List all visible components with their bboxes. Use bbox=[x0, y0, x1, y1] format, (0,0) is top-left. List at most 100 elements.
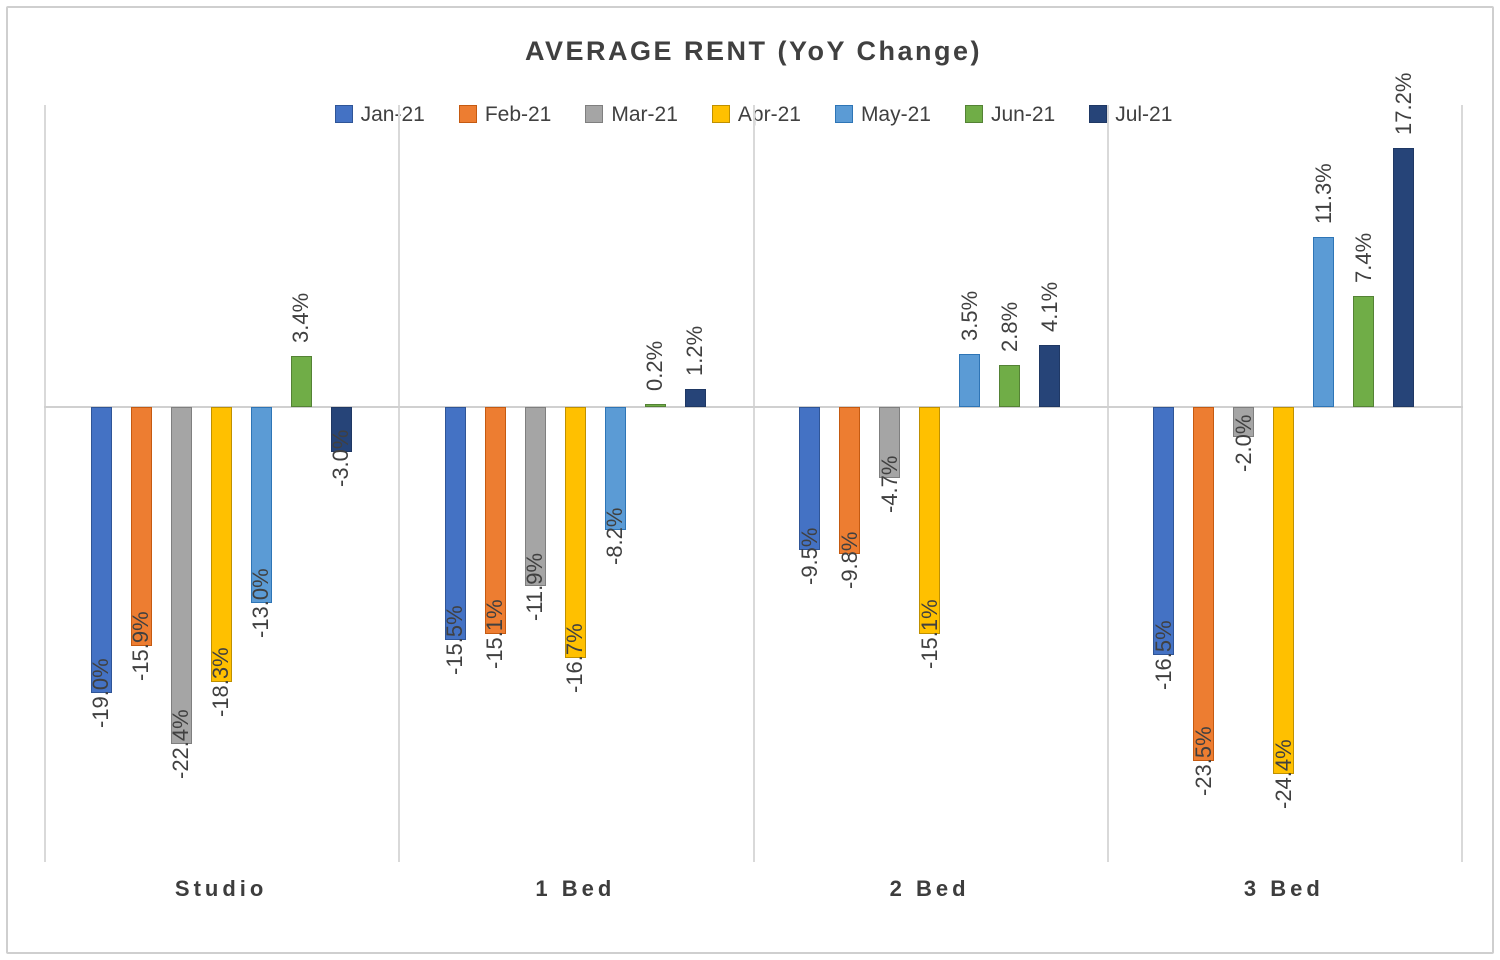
data-label-jul-21-1-bed: 1.2% bbox=[682, 326, 707, 377]
bar-mar-21-studio bbox=[170, 407, 192, 745]
legend-swatch-icon bbox=[458, 105, 477, 123]
data-label-text: -4.7% bbox=[876, 455, 902, 513]
data-label-may-21-2-bed: 3.5% bbox=[957, 291, 982, 342]
bar-feb-21-2-bed bbox=[839, 407, 861, 555]
data-label-text: -22.4% bbox=[168, 709, 194, 780]
data-label-jan-21-1-bed: -15.5% bbox=[442, 606, 467, 676]
data-label-mar-21-3-bed: -2.0% bbox=[1231, 415, 1256, 472]
legend-item-may-21: May-21 bbox=[834, 102, 931, 126]
bar-may-21-studio bbox=[250, 407, 272, 603]
data-label-apr-21-1-bed: -16.7% bbox=[562, 624, 587, 694]
data-label-apr-21-2-bed: -15.1% bbox=[917, 600, 942, 670]
category-label-2-bed: 2 Bed bbox=[889, 876, 970, 901]
data-label-text: -15.1% bbox=[482, 599, 508, 670]
data-label-may-21-3-bed: 11.3% bbox=[1311, 163, 1336, 225]
legend-item-jan-21: Jan-21 bbox=[334, 102, 425, 126]
legend-swatch-icon bbox=[964, 105, 983, 123]
bar-jun-21-1-bed bbox=[644, 403, 666, 407]
legend-label: May-21 bbox=[860, 102, 931, 126]
data-label-text: -15.5% bbox=[442, 605, 468, 676]
data-label-jan-21-studio: -19.0% bbox=[88, 658, 113, 728]
data-label-apr-21-3-bed: -24.4% bbox=[1271, 740, 1296, 810]
data-label-text: -19.0% bbox=[88, 658, 114, 728]
data-label-text: 4.1% bbox=[1036, 282, 1062, 333]
data-label-jul-21-3-bed: 17.2% bbox=[1391, 73, 1416, 136]
data-label-text: 1.2% bbox=[682, 325, 708, 376]
category-label-3-bed: 3 Bed bbox=[1243, 876, 1324, 901]
bar-jan-21-studio bbox=[90, 407, 112, 693]
data-label-text: 3.4% bbox=[288, 292, 314, 343]
data-label-jul-21-2-bed: 4.1% bbox=[1037, 282, 1062, 333]
bar-apr-21-2-bed bbox=[919, 407, 941, 635]
data-label-text: -9.8% bbox=[836, 532, 862, 590]
legend-item-mar-21: Mar-21 bbox=[585, 104, 678, 125]
legend-item-jul-21: Jul-21 bbox=[1089, 104, 1172, 125]
data-label-text: 11.3% bbox=[1310, 163, 1336, 224]
bar-jul-21-studio bbox=[330, 407, 352, 453]
data-label-text: -15.1% bbox=[916, 599, 942, 670]
data-label-jun-21-2-bed: 2.8% bbox=[997, 302, 1022, 353]
bar-jun-21-2-bed bbox=[999, 364, 1021, 407]
data-label-text: 2.8% bbox=[996, 301, 1022, 352]
data-label-jun-21-1-bed: 0.2% bbox=[642, 341, 667, 392]
data-label-text: -18.3% bbox=[208, 647, 234, 718]
data-label-text: 0.2% bbox=[642, 340, 668, 391]
data-label-jan-21-3-bed: -16.5% bbox=[1151, 621, 1176, 691]
bar-feb-21-1-bed bbox=[484, 407, 506, 635]
bar-apr-21-1-bed bbox=[564, 407, 586, 659]
bar-mar-21-3-bed bbox=[1233, 407, 1255, 438]
legend-item-feb-21: Feb-21 bbox=[458, 104, 551, 125]
bar-jul-21-3-bed bbox=[1393, 148, 1415, 407]
bar-mar-21-1-bed bbox=[524, 407, 546, 587]
bar-jan-21-3-bed bbox=[1153, 407, 1175, 656]
data-label-jun-21-3-bed: 7.4% bbox=[1351, 232, 1376, 284]
bar-apr-21-3-bed bbox=[1273, 407, 1295, 775]
legend-swatch-icon bbox=[334, 105, 353, 123]
data-label-text: 3.5% bbox=[956, 291, 982, 342]
data-label-feb-21-studio: -15.9% bbox=[128, 612, 153, 682]
data-label-mar-21-1-bed: -11.9% bbox=[522, 553, 547, 621]
category-label-1-bed: 1 Bed bbox=[535, 876, 616, 901]
legend-swatch-icon bbox=[1089, 105, 1108, 123]
value-axis-line bbox=[44, 105, 46, 862]
data-label-text: 17.2% bbox=[1390, 72, 1416, 136]
bar-may-21-3-bed bbox=[1313, 236, 1335, 407]
data-label-jul-21-studio: -3.0% bbox=[328, 430, 353, 487]
category-label-studio: Studio bbox=[174, 876, 268, 901]
data-label-apr-21-studio: -18.3% bbox=[208, 648, 233, 718]
data-label-text: -9.5% bbox=[796, 527, 822, 585]
bar-may-21-2-bed bbox=[959, 354, 981, 407]
bar-jan-21-1-bed bbox=[444, 407, 466, 641]
zero-axis-line bbox=[44, 406, 1463, 408]
data-label-feb-21-3-bed: -23.5% bbox=[1191, 726, 1216, 796]
bar-jan-21-2-bed bbox=[799, 407, 821, 550]
data-label-text: -24.4% bbox=[1270, 739, 1296, 810]
legend-item-jun-21: Jun-21 bbox=[964, 102, 1056, 126]
data-label-text: -16.5% bbox=[1150, 620, 1176, 691]
legend-label: Jul-21 bbox=[1115, 102, 1173, 126]
data-label-text: -16.7% bbox=[562, 623, 588, 694]
chart-title: AVERAGE RENT (YoY Change) bbox=[524, 36, 983, 66]
data-label-mar-21-2-bed: -4.7% bbox=[877, 455, 902, 512]
bar-feb-21-3-bed bbox=[1193, 407, 1215, 761]
data-label-jun-21-studio: 3.4% bbox=[288, 293, 313, 344]
data-label-text: -13.0% bbox=[248, 567, 274, 638]
legend-label: Jan-21 bbox=[360, 102, 425, 126]
category-divider-line bbox=[1106, 105, 1109, 862]
category-divider-line bbox=[1461, 105, 1463, 862]
chart-legend: Jan-21 Feb-21 Mar-21 Apr-21 May-21 Jun-21 Jul-… bbox=[45, 100, 1462, 128]
data-label-text: -11.9% bbox=[522, 553, 548, 622]
data-label-jan-21-2-bed: -9.5% bbox=[797, 527, 822, 584]
data-label-feb-21-2-bed: -9.8% bbox=[837, 532, 862, 589]
data-label-text: -15.9% bbox=[128, 611, 154, 682]
legend-swatch-icon bbox=[585, 105, 604, 123]
bar-may-21-1-bed bbox=[604, 407, 626, 531]
legend-label: Jun-21 bbox=[990, 102, 1056, 126]
bar-jun-21-3-bed bbox=[1353, 295, 1375, 407]
data-label-text: -23.5% bbox=[1190, 725, 1216, 796]
data-label-feb-21-1-bed: -15.1% bbox=[482, 600, 507, 670]
legend-swatch-icon bbox=[711, 105, 730, 123]
bar-jul-21-2-bed bbox=[1039, 345, 1061, 407]
data-label-mar-21-studio: -22.4% bbox=[168, 709, 193, 779]
